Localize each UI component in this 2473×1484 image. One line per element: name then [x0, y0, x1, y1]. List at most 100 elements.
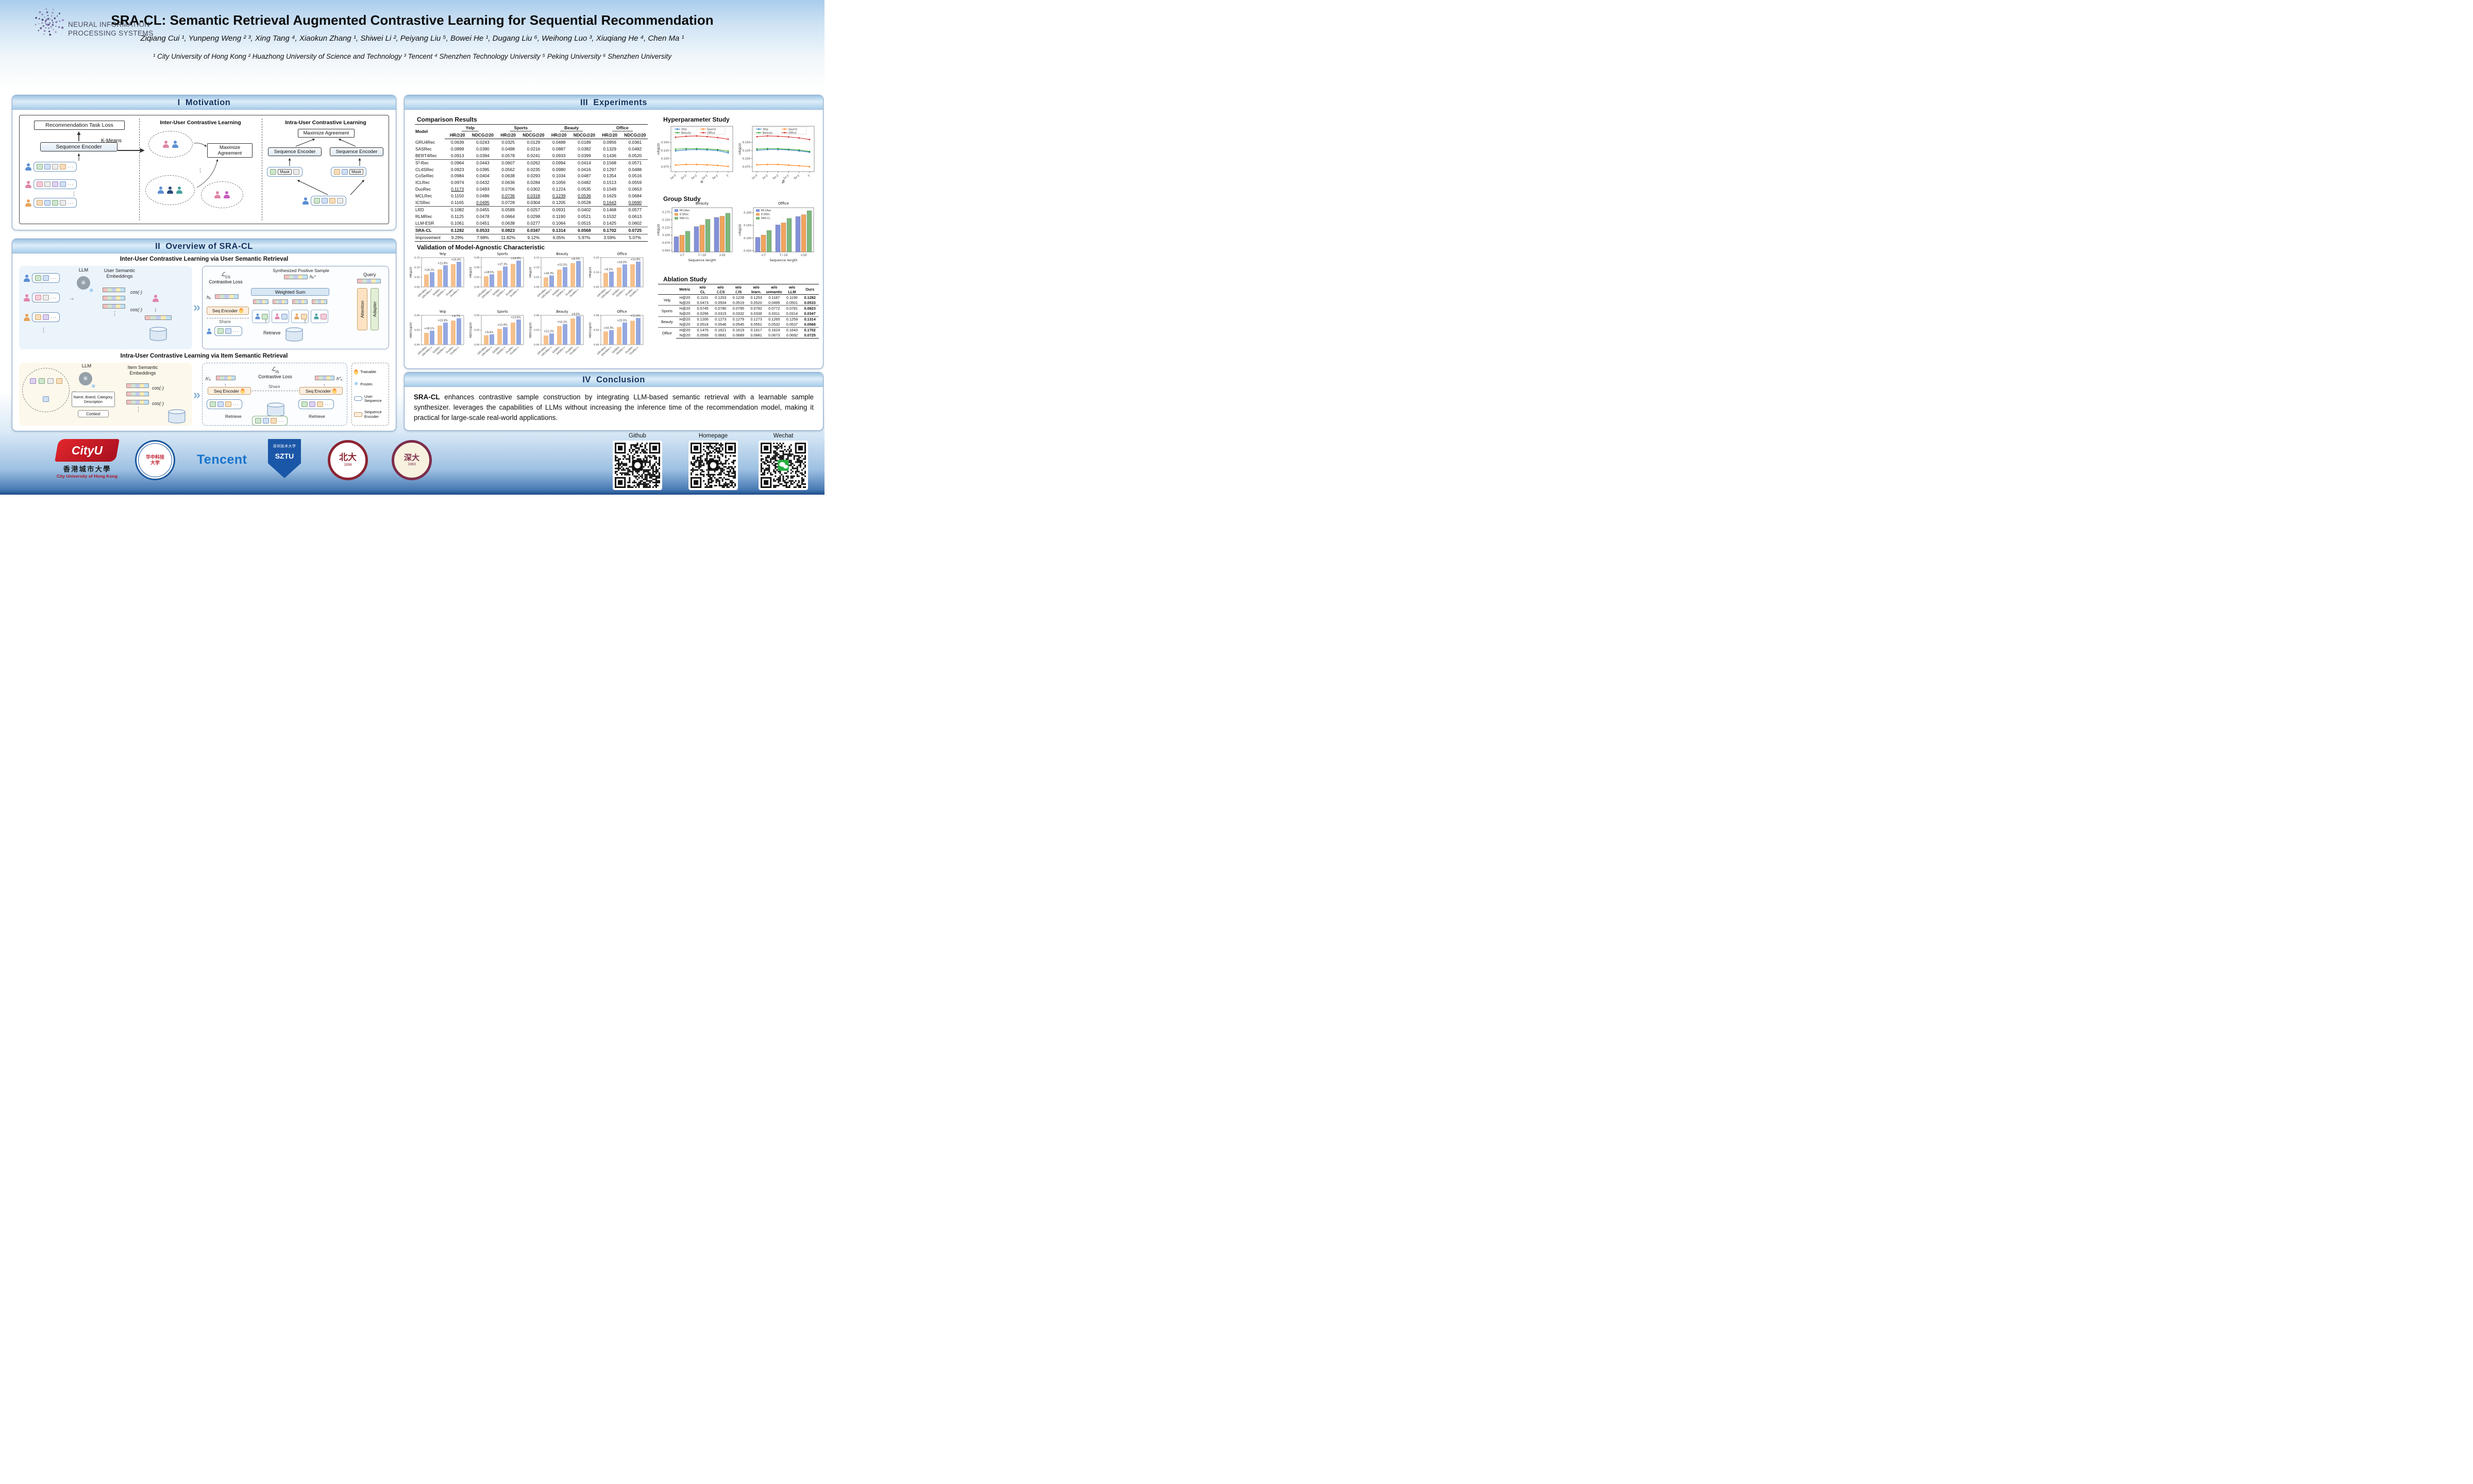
svg-text:Office: Office	[617, 252, 627, 256]
svg-text:0.04: 0.04	[594, 329, 599, 332]
sequence-encoder-box: Sequence Encoder	[40, 142, 117, 151]
part-a-heading: Inter-User Contrastive Learning via User…	[120, 256, 289, 262]
user-icon	[172, 141, 179, 148]
user-icon	[214, 191, 221, 198]
svg-text:HR@20: HR@20	[410, 267, 413, 278]
h-u-plus-label: hᵤ⁺	[310, 274, 316, 279]
svg-text:+22.8%: +22.8%	[438, 262, 448, 265]
svg-text:+16.0%: +16.0%	[617, 261, 627, 264]
item-icon	[301, 401, 308, 407]
divider	[139, 119, 140, 221]
svg-text:0.00: 0.00	[534, 344, 539, 347]
item-icon	[52, 181, 58, 187]
svg-text:0.050: 0.050	[744, 249, 751, 252]
embedding-strip	[126, 392, 149, 396]
svg-text:0.00: 0.00	[474, 344, 479, 347]
model-agnostic-chart: Beauty0.000.030.06GRU4RecGRU4Rec+SASRecS…	[529, 310, 584, 357]
user-icon	[313, 314, 318, 319]
svg-text:Beauty: Beauty	[556, 310, 568, 314]
table-row: N@20 0.0599 0.0691 0.0689 0.0681 0.0673 0.0692…	[658, 332, 819, 339]
item-sequence: Mask	[267, 167, 303, 177]
svg-text:+20.3%: +20.3%	[544, 272, 554, 275]
item-icon	[329, 198, 335, 204]
legend-label: User Sequence	[364, 394, 382, 403]
cos-label: cos(·)	[130, 307, 142, 312]
svg-text:0.150: 0.150	[662, 219, 670, 222]
svg-text:+9.3%: +9.3%	[604, 268, 613, 272]
item-sequence: Mask	[331, 167, 367, 177]
model-agnostic-chart: Office0.000.040.08GRU4RecGRU4Rec+SASRecS…	[589, 310, 644, 357]
item-icon	[60, 181, 66, 187]
svg-text:+14.9%: +14.9%	[511, 257, 521, 260]
embedding-strip	[103, 296, 125, 300]
svg-text:NDCG@20: NDCG@20	[410, 322, 413, 338]
hyper-heading: Hyperparameter Study	[663, 116, 730, 123]
user-icon	[294, 314, 299, 319]
contrastive-loss-label: Contrastive Loss	[209, 279, 243, 284]
llm-icon: ✳	[79, 372, 92, 385]
llm-label: LLM	[78, 267, 89, 273]
item-icon	[320, 313, 327, 319]
svg-text:NDCG@20: NDCG@20	[469, 322, 473, 338]
user-icon	[167, 187, 174, 194]
svg-text:0.08: 0.08	[594, 314, 599, 317]
embedding-strip	[103, 288, 125, 292]
embedding-strip	[216, 376, 235, 380]
user-sequence	[207, 399, 242, 409]
table-row: SRA-CL 0.1282 0.0533 0.0823 0.0347 0.1314 0.05…	[415, 226, 648, 234]
item-embeddings-label: Item Semantic Embeddings	[127, 365, 158, 376]
item-icon	[47, 378, 54, 384]
table-row: DuoRec 0.1173 0.0493 0.0706 0.0302 0.1224 0.05…	[415, 187, 642, 192]
table-row: CL4SRec 0.0923 0.0395 0.0562 0.0235 0.0980 0.0…	[415, 166, 642, 172]
item-icon	[334, 169, 340, 175]
ablation-heading: Ablation Study	[663, 276, 707, 283]
svg-text:0.100: 0.100	[662, 234, 670, 237]
item-sequence	[32, 293, 60, 302]
cos-label: cos(·)	[152, 385, 164, 391]
svg-text:Beauty: Beauty	[763, 132, 773, 135]
mask-box: Mask	[278, 169, 292, 175]
overview-legend: Trainable Frozen User Sequence Sequence …	[351, 363, 389, 426]
svg-text:0.05: 0.05	[414, 276, 419, 279]
tencent-logo: Tencent	[197, 452, 247, 467]
hust-logo: 华中科技大学	[135, 440, 175, 480]
item-sequence	[33, 162, 77, 172]
table-row: N@20 0.0518 0.0546 0.0545 0.0551 0.0532 0.0537…	[679, 322, 816, 327]
svg-text:Office: Office	[617, 310, 627, 314]
svg-text:MCLRec: MCLRec	[761, 209, 772, 212]
svg-text:1e-3: 1e-3	[751, 174, 758, 180]
item-icon	[293, 169, 300, 175]
neurips-logo-text: NEURAL INFORMATION PROCESSING SYSTEMS	[68, 21, 153, 38]
user-retrieval-right: ℒCS Contrastive Loss Synthesized Positiv…	[202, 266, 389, 349]
item-retrieval-left: LLM ✳ Name, Brand, Category, Description…	[19, 363, 192, 426]
loss-subscript: IS	[275, 370, 279, 375]
user-sequence	[302, 196, 346, 206]
flame-icon	[354, 369, 358, 375]
seq-encoder-box: Seq Encoder	[299, 387, 343, 395]
svg-text:Sports: Sports	[497, 310, 508, 314]
sztu-chinese: 深圳技术大学	[273, 445, 296, 448]
user-sequence	[23, 312, 60, 322]
neurips-logo-icon	[35, 8, 64, 36]
svg-text:0.10: 0.10	[534, 266, 539, 269]
model-agnostic-chart: Office0.000.100.20GRU4RecGRU4Rec+SASRecS…	[589, 252, 644, 299]
authors: Ziqiang Cui ¹, Yunpeng Weng ² ³, Xing Ta…	[140, 34, 684, 43]
user-icon	[163, 141, 170, 148]
wechat-qr-code	[761, 443, 806, 488]
svg-text:0.200: 0.200	[744, 212, 751, 215]
qr-homepage: Homepage	[688, 433, 738, 490]
svg-text:HR@20: HR@20	[738, 143, 742, 155]
item-icon	[43, 295, 49, 300]
qr-code-box	[688, 441, 738, 490]
user-sequence-icon	[354, 396, 362, 401]
retrieve-label: Retrieve	[225, 414, 242, 419]
svg-text:0.100: 0.100	[743, 158, 751, 161]
user-cluster	[201, 181, 243, 208]
group-study-charts: Beauty 0.050 0.075 0.100 0.125 0.150 0.175 <7 7~…	[655, 200, 818, 271]
item-icon	[44, 200, 51, 206]
group-study-chart: Office 0.050 0.100 0.150 0.200 <7 7~10 >10 MCLRe…	[738, 201, 814, 262]
svg-text:HR@20: HR@20	[469, 267, 473, 278]
item-icon	[281, 313, 288, 319]
svg-text:1e-3: 1e-3	[670, 174, 677, 180]
